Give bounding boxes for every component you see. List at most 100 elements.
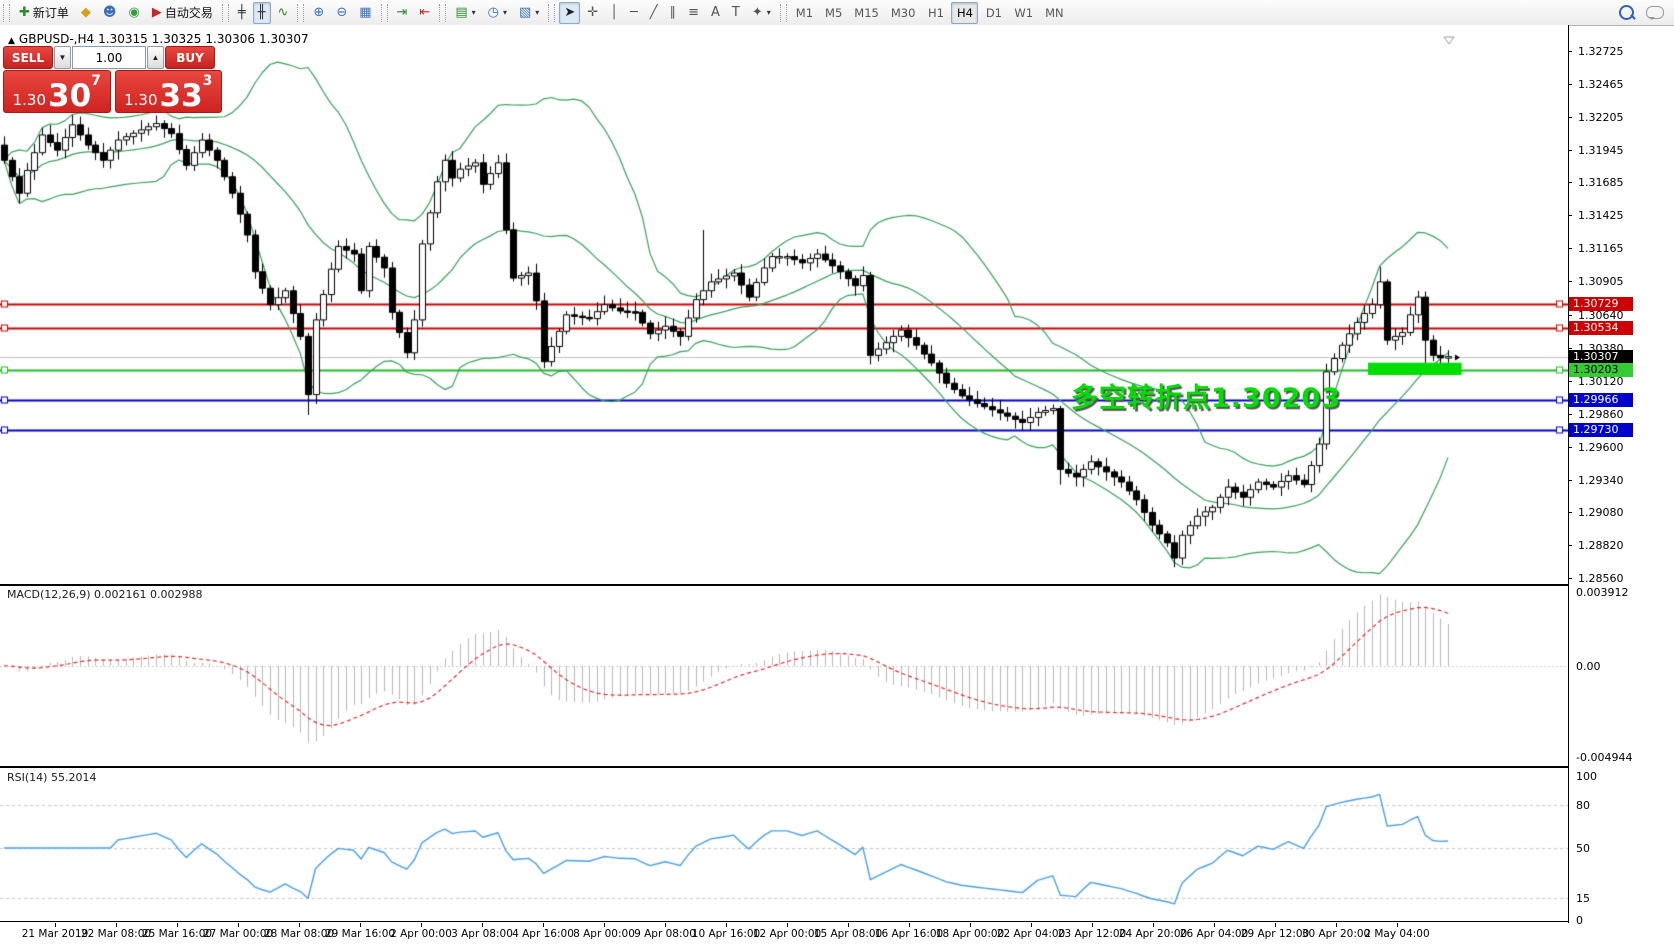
time-tick-label: 29 Mar 16:00	[324, 928, 396, 940]
search-icon[interactable]	[1619, 5, 1634, 20]
time-tick-mark	[1214, 923, 1215, 927]
buy-button[interactable]: BUY	[165, 46, 215, 69]
panel-separator[interactable]	[0, 584, 1568, 586]
time-tick-label: 2 Apr 00:00	[390, 928, 452, 940]
dropdown-caret-icon[interactable]: ▾	[535, 8, 540, 17]
bar-chart-icon: ╪	[237, 5, 246, 20]
dropdown-caret-icon[interactable]: ▾	[502, 8, 507, 17]
toolbar-group-zoom: ⊕ ⊖ ▦	[294, 0, 377, 25]
dropdown-caret-icon[interactable]: ▾	[766, 8, 771, 17]
time-tick-label: 12 Apr 00:00	[752, 928, 822, 940]
new-chart-button[interactable]: ▤ ▾	[450, 2, 480, 24]
time-tick-label: 16 Apr 16:00	[874, 928, 944, 940]
horizontal-line-icon: ─	[629, 5, 638, 20]
toolbar-group-new: ▤ ▾ ◷ ▾ ▧ ▾	[436, 0, 545, 25]
timeframe-h4-button[interactable]: H4	[951, 1, 979, 24]
indicator-axis-label: 15	[1576, 892, 1590, 905]
candlestick-chart-button[interactable]: ╫	[252, 1, 271, 24]
pivot-annotation: 多空转折点1.30203	[1071, 383, 1341, 414]
trendline-button[interactable]: ╱	[645, 2, 663, 24]
price-tick-label: 1.29340	[1578, 474, 1624, 487]
panel-separator[interactable]	[0, 766, 1568, 768]
ohlc-open: 1.30315	[98, 32, 148, 46]
time-tick-label: 15 Apr 08:00	[813, 928, 883, 940]
dropdown-caret-icon[interactable]: ▾	[471, 8, 476, 17]
macd-subwindow-canvas[interactable]	[0, 586, 1568, 766]
signals-button[interactable]: ◉	[123, 2, 144, 24]
price-tick-mark	[1568, 117, 1572, 118]
time-tick-label: 2 May 04:00	[1364, 928, 1430, 940]
time-tick-label: 8 Apr 00:00	[573, 928, 635, 940]
auto-trading-button[interactable]: ▶ 自动交易	[147, 2, 218, 24]
bar-chart-button[interactable]: ╪	[233, 2, 251, 24]
timeframe-m15-button[interactable]: M15	[849, 2, 884, 24]
price-tick-mark	[1568, 248, 1572, 249]
time-tick-label: 3 Apr 08:00	[451, 928, 513, 940]
line-chart-button[interactable]: ∿	[273, 2, 294, 24]
zoom-in-button[interactable]: ⊕	[308, 2, 329, 24]
timeframe-m30-button[interactable]: M30	[886, 2, 921, 24]
auto-trading-icon: ▶	[151, 5, 162, 20]
sell-price-sup: 7	[91, 73, 101, 89]
indicator-axis-label: 0.003912	[1576, 586, 1629, 599]
auto-scroll-icon: ⇥	[396, 5, 408, 20]
time-tick-mark	[482, 923, 483, 927]
rsi-value: 55.2014	[50, 771, 97, 784]
cursor-button[interactable]: ➤	[559, 1, 581, 24]
crosshair-button[interactable]: ✛	[582, 2, 603, 24]
price-tick-mark	[1568, 51, 1572, 52]
timeframe-w1-button[interactable]: W1	[1009, 2, 1038, 24]
auto-scroll-button[interactable]: ⇥	[392, 2, 413, 24]
volume-decrease-button[interactable]: ▼	[54, 46, 71, 69]
chart-shift-button[interactable]: ⇤	[414, 2, 435, 24]
time-tick-label: 4 Apr 16:00	[512, 928, 574, 940]
period-button[interactable]: ◷ ▾	[483, 2, 512, 24]
new-order-button[interactable]: ✚ 新订单	[14, 2, 74, 24]
zoom-out-button[interactable]: ⊖	[331, 2, 352, 24]
signals-icon: ◉	[128, 5, 140, 20]
volume-input[interactable]	[72, 46, 146, 69]
price-tick-label: 1.30120	[1578, 375, 1624, 388]
fibonacci-button[interactable]: ≡	[683, 2, 704, 24]
time-tick-mark	[116, 923, 117, 927]
time-tick-mark	[909, 923, 910, 927]
market-watch-button[interactable]: ◆	[76, 2, 96, 24]
chat-icon[interactable]	[1646, 6, 1664, 20]
text-button[interactable]: A	[706, 2, 725, 24]
buy-price-display[interactable]: 1.30 33 3	[114, 70, 222, 113]
vertical-line-button[interactable]: │	[605, 2, 623, 24]
horizontal-line-button[interactable]: ─	[625, 2, 643, 24]
rsi-subwindow-canvas[interactable]	[0, 768, 1568, 921]
timeframe-h1-button[interactable]: H1	[922, 2, 949, 24]
collapse-panel-icon[interactable]: ▲	[8, 36, 15, 46]
price-tick-label: 1.30905	[1578, 275, 1624, 288]
price-tick-label: 1.29860	[1578, 408, 1624, 421]
ohlc-low: 1.30306	[205, 32, 256, 46]
tile-windows-button[interactable]: ▦	[354, 2, 376, 24]
expert-advisors-button[interactable]: ☻	[98, 2, 122, 24]
indicator-axis-label: 50	[1576, 842, 1590, 855]
volume-increase-button[interactable]: ▲	[147, 46, 164, 69]
price-tick-label: 1.28560	[1578, 572, 1624, 585]
timeframe-m1-button[interactable]: M1	[791, 2, 818, 24]
arrows-button[interactable]: ✦ ▾	[747, 2, 776, 24]
timeframe-mn-button[interactable]: MN	[1040, 2, 1069, 24]
ohlc-close: 1.30307	[259, 32, 309, 46]
sell-price-display[interactable]: 1.30 30 7	[3, 70, 111, 113]
toolbar-grip	[297, 3, 305, 22]
sell-button[interactable]: SELL	[3, 46, 53, 69]
timeframe-d1-button[interactable]: D1	[980, 2, 1007, 24]
price-level-badge: 1.30729	[1569, 297, 1633, 311]
time-tick-mark	[726, 923, 727, 927]
price-chart-canvas[interactable]	[0, 25, 1568, 584]
toolbar-grip	[380, 3, 388, 22]
timeframe-m5-button[interactable]: M5	[820, 2, 847, 24]
new-order-label: 新订单	[32, 6, 69, 20]
symbol-period-label: GBPUSD-,H4	[18, 32, 95, 46]
equidistant-channel-button[interactable]: ∥	[665, 2, 682, 24]
time-axis[interactable]: 21 Mar 2019 22 Mar 08:00 25 Mar 16:00 27 Ma…	[0, 923, 1568, 949]
templates-button[interactable]: ▧ ▾	[514, 2, 544, 24]
price-tick-label: 1.32725	[1578, 45, 1624, 58]
time-tick-mark	[1275, 923, 1276, 927]
text-label-button[interactable]: T	[727, 2, 745, 24]
